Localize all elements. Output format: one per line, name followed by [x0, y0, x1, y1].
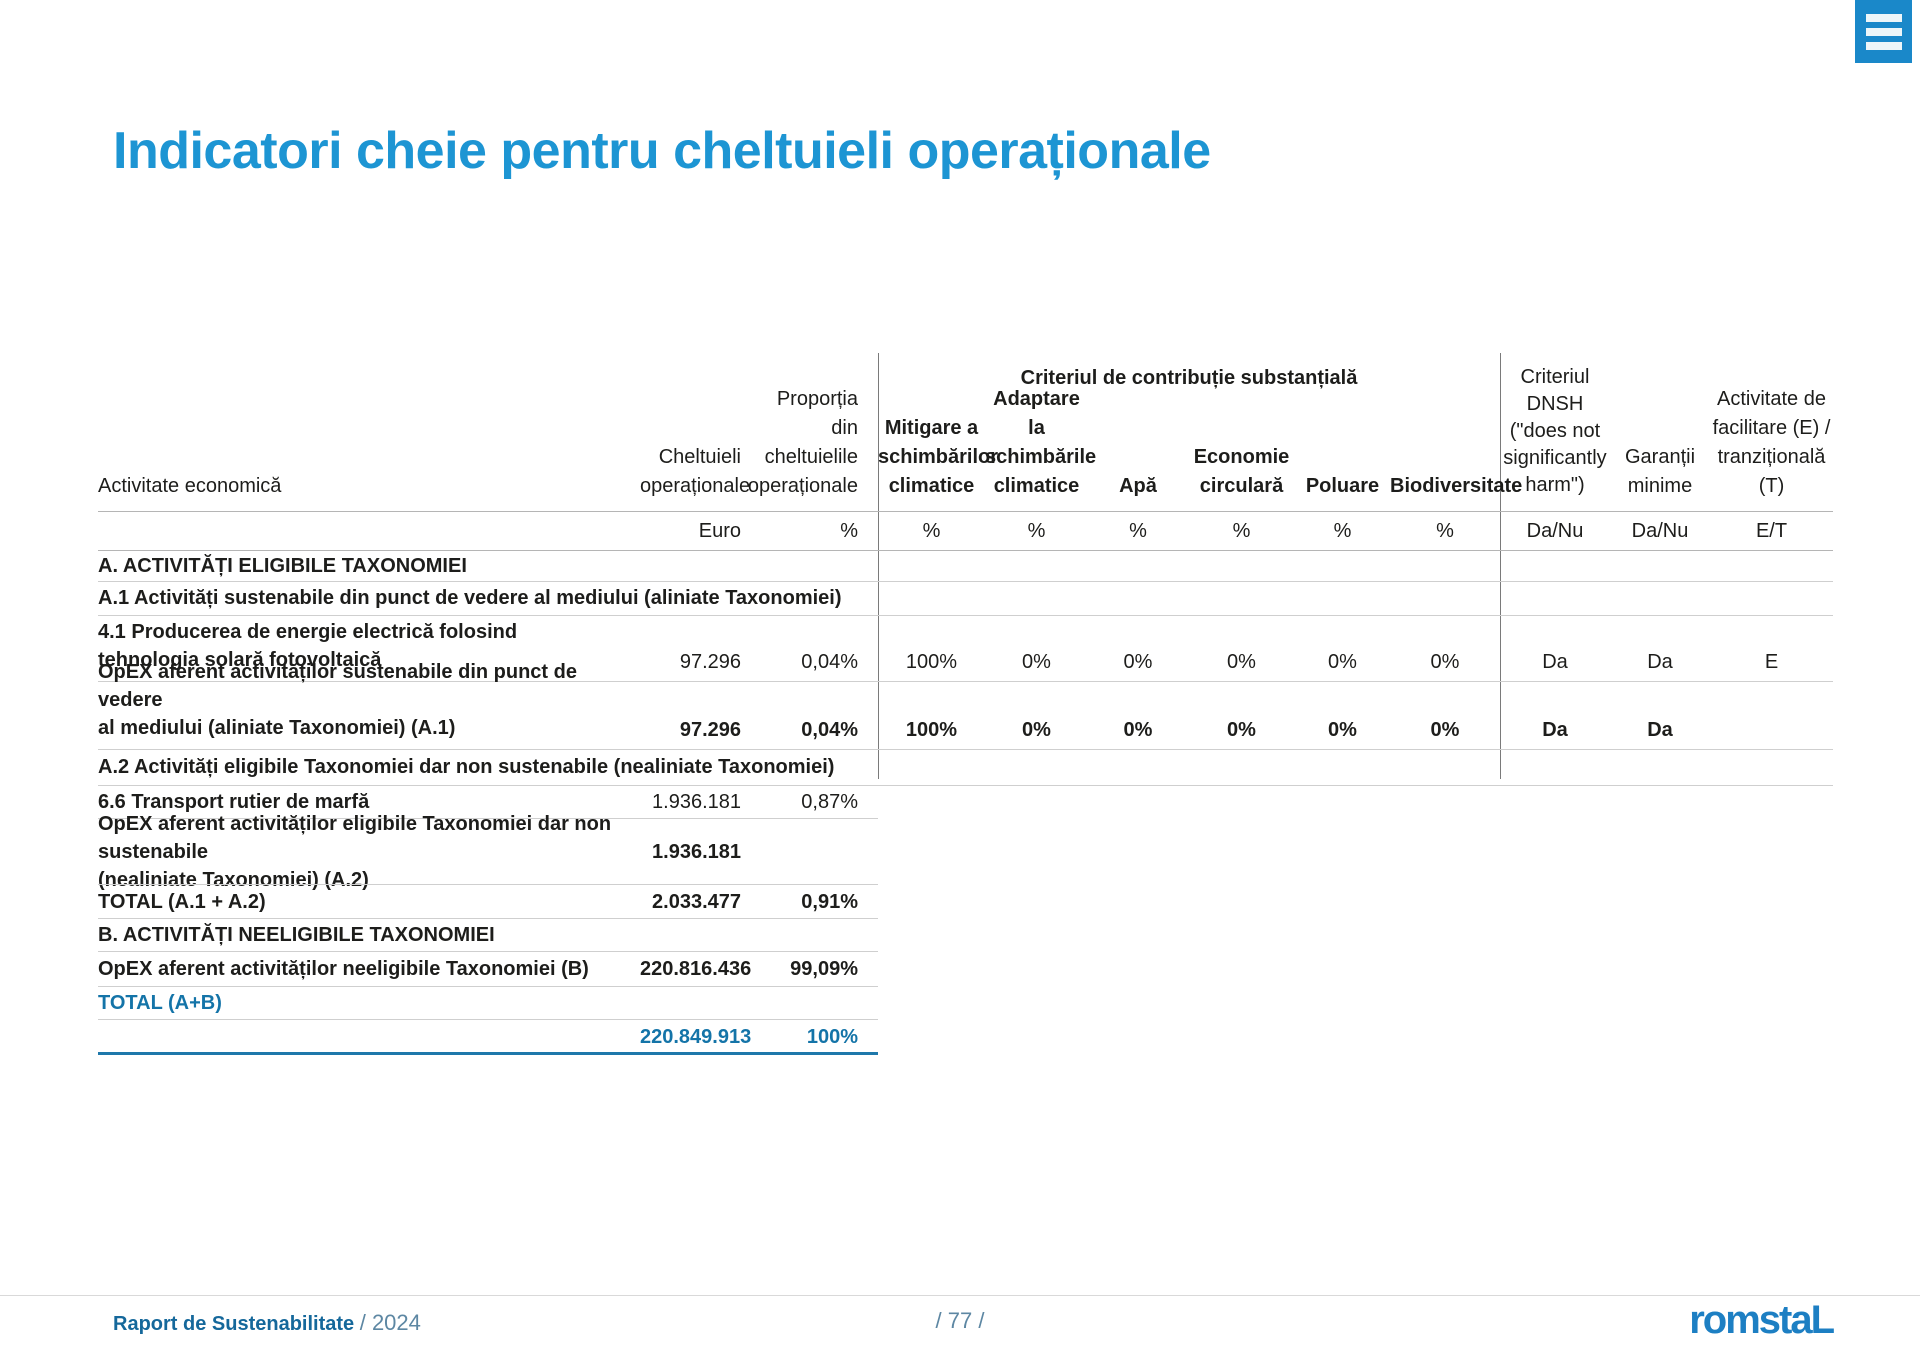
cell-circular: 0% [1227, 719, 1256, 741]
cell-euro: 220.816.436 [640, 958, 752, 980]
unit-biodiversity: % [1436, 519, 1454, 542]
unit-circular: % [1232, 519, 1251, 542]
cell-adaptation: 0% [1022, 651, 1051, 673]
cell-activity: TOTAL (A+B) [98, 992, 222, 1014]
unit-euro: Euro [698, 519, 741, 542]
column-divider [1500, 353, 1501, 779]
table-row-opex-a1: OpEX aferent activităților sustenabile d… [98, 661, 1833, 750]
cell-euro: 220.849.913 [640, 1026, 752, 1048]
cell-activity: TOTAL (A.1 + A.2) [98, 890, 266, 913]
unit-water: % [1129, 519, 1147, 542]
cell-safeguards: Da [1647, 719, 1673, 741]
section-row-a: A. ACTIVITĂȚI ELIGIBILE TAXONOMIEI [98, 551, 1833, 582]
hamburger-icon [1865, 13, 1902, 22]
units-row: Euro % % % % % % % Da/Nu Da/Nu E/T [98, 512, 1833, 551]
col-header-minimum-safeguards: Garanții minime [1624, 446, 1696, 497]
section-row-a1: A.1 Activități sustenabile din punct de … [98, 582, 1833, 616]
footer-report-name: Raport de Sustenabilitate / 2024 [113, 1310, 421, 1336]
cell-euro: 97.296 [679, 651, 741, 673]
cell-enabling [1710, 742, 1833, 749]
col-header-pollution: Poluare [1305, 475, 1380, 497]
hamburger-icon [1865, 41, 1902, 50]
section-row-a2: A.2 Activități eligibile Taxonomiei dar … [98, 750, 1833, 786]
col-header-mitigation: Mitigare a schimbărilor climatice [878, 417, 999, 497]
cell-activity: 6.6 Transport rutier de marfă [98, 791, 370, 813]
cell-euro: 1.936.181 [652, 840, 741, 863]
footer-report-label: Raport de Sustenabilitate [113, 1313, 355, 1335]
table-header-row: Criteriul de contribuție substanțială Ac… [98, 353, 1833, 512]
col-header-opex: Cheltuieli operaționale [640, 446, 751, 497]
table-row-total-a: TOTAL (A.1 + A.2) 2.033.477 0,91% [98, 885, 1833, 919]
unit-pct: % [840, 519, 858, 542]
cell-activity: OpEX aferent activităților sustenabile d… [98, 661, 577, 739]
cell-pct: 100% [806, 1026, 858, 1048]
cell-enabling: E [1764, 651, 1779, 673]
cell-euro: 97.296 [679, 719, 741, 741]
footer-divider [0, 1295, 1920, 1296]
opex-taxonomy-table: Criteriul de contribuție substanțială Ac… [98, 353, 1833, 1055]
cell-safeguards: Da [1647, 651, 1673, 673]
col-header-proportion: Proporția din cheltuielile operaționale [747, 388, 858, 497]
unit-dnsh: Da/Nu [1526, 519, 1584, 542]
cell-activity: OpEX aferent activităților neeligibile T… [98, 958, 589, 980]
table-row-total-ab-values: 220.849.913 100% [98, 1020, 1833, 1055]
table-row-total-ab-label: TOTAL (A+B) [98, 987, 1833, 1020]
cell-dnsh: Da [1542, 719, 1568, 741]
table-row-opex-b: OpEX aferent activităților neeligibile T… [98, 952, 1833, 987]
page-number: / 77 / [935, 1308, 985, 1333]
footer-year: / 2024 [359, 1310, 421, 1335]
unit-mitigation: % [922, 519, 941, 542]
section-label: A.1 Activități sustenabile din punct de … [98, 587, 842, 609]
table-row-4-1: 4.1 Producerea de energie electrică folo… [98, 616, 1833, 682]
col-header-adaptation: Adaptare la schimbările climatice [985, 388, 1097, 497]
unit-adaptation: % [1027, 519, 1046, 542]
section-label: A. ACTIVITĂȚI ELIGIBILE TAXONOMIEI [98, 554, 467, 577]
cell-pct: 0,87% [801, 791, 858, 813]
cell-adaptation: 0% [1022, 719, 1051, 741]
cell-activity: 4.1 Producerea de energie electrică folo… [98, 621, 518, 671]
section-label: B. ACTIVITĂȚI NEELIGIBILE TAXONOMIEI [98, 924, 495, 946]
col-header-enabling-transitional: Activitate de facilitare (E) / tranzițio… [1712, 388, 1831, 497]
col-header-activity: Activitate economică [98, 475, 282, 497]
col-header-water: Apă [1119, 475, 1157, 497]
cell-pct: 0,91% [801, 890, 858, 913]
hamburger-icon [1865, 27, 1902, 36]
unit-pollution: % [1333, 519, 1352, 542]
cell-water: 0% [1123, 651, 1153, 673]
romstal-logo: romstaL [1689, 1298, 1835, 1342]
menu-button[interactable] [1855, 0, 1912, 63]
table-row-opex-a2: OpEX aferent activităților eligibile Tax… [98, 813, 1833, 891]
cell-dnsh: Da [1542, 651, 1568, 673]
section-row-b: B. ACTIVITĂȚI NEELIGIBILE TAXONOMIEI [98, 919, 1833, 952]
cell-circular: 0% [1227, 651, 1256, 673]
col-header-dnsh: Criteriul DNSH ("does not significantly … [1503, 366, 1607, 496]
cell-euro: 1.936.181 [652, 791, 741, 813]
unit-safeguards: Da/Nu [1631, 519, 1689, 542]
col-header-circular-economy: Economie circulară [1193, 446, 1290, 497]
cell-pollution: 0% [1328, 719, 1357, 741]
cell-pct: 0,04% [801, 719, 858, 741]
page-title: Indicatori cheie pentru cheltuieli opera… [113, 122, 1211, 180]
cell-biodiversity: 0% [1430, 719, 1460, 741]
cell-activity: OpEX aferent activităților eligibile Tax… [98, 813, 612, 891]
column-divider [878, 353, 879, 779]
unit-enabling: E/T [1755, 519, 1788, 542]
cell-water: 0% [1123, 719, 1153, 741]
cell-mitigation: 100% [905, 719, 958, 741]
cell-biodiversity: 0% [1430, 651, 1460, 673]
cell-pct: 0,04% [801, 651, 858, 673]
cell-pct: 99,09% [790, 958, 858, 980]
col-header-biodiversity: Biodiversitate [1390, 475, 1523, 497]
table-row-6-6: 6.6 Transport rutier de marfă 1.936.181 … [98, 786, 1833, 819]
group-header-substantial-contribution: Criteriul de contribuție substanțială [1020, 367, 1358, 389]
cell-euro: 2.033.477 [652, 890, 741, 913]
cell-pollution: 0% [1328, 651, 1357, 673]
section-label: A.2 Activități eligibile Taxonomiei dar … [98, 756, 835, 778]
cell-mitigation: 100% [905, 651, 958, 673]
